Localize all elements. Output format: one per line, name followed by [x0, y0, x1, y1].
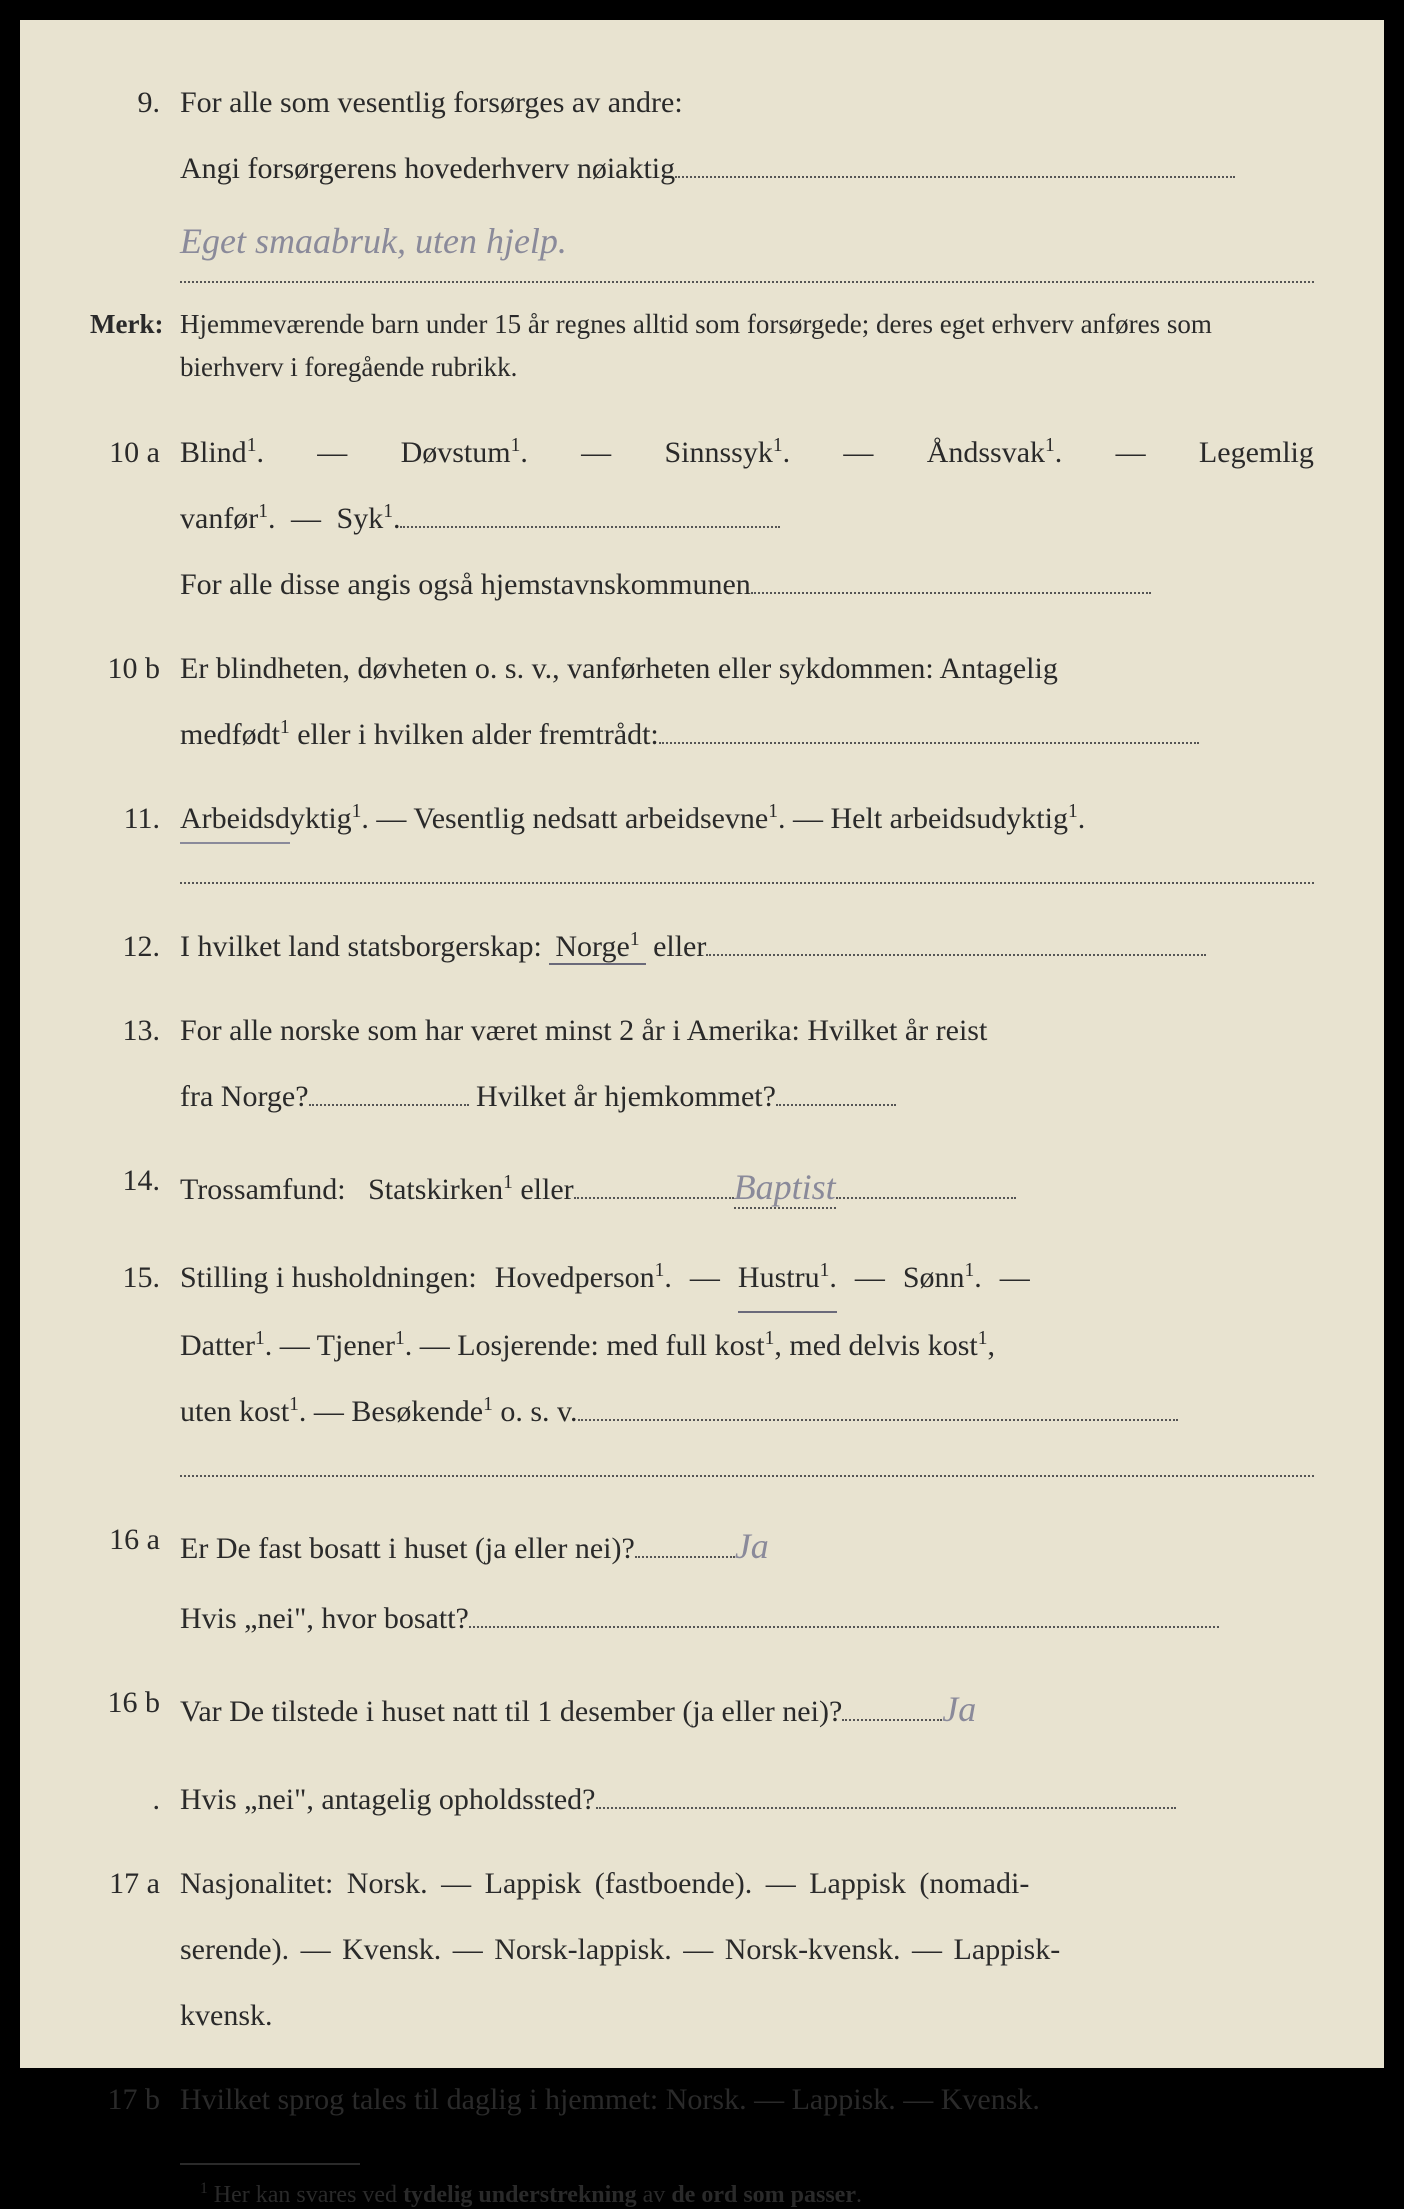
- q16a-line1: Er De fast bosatt i huset (ja eller nei)…: [180, 1507, 1314, 1586]
- question-11: 11. Arbeidsdyktig1. — Vesentlig nedsatt …: [90, 786, 1314, 852]
- q9-handwritten: Eget smaabruk, uten hjelp.: [180, 221, 567, 261]
- q9-line2: Angi forsørgerens hovederhverv nøiaktig: [180, 136, 1314, 202]
- q9-content: For alle som vesentlig forsørges av andr…: [180, 70, 1314, 283]
- q17a-line2: serende). — Kvensk. — Norsk-lappisk. — N…: [180, 1917, 1314, 1983]
- q14-handwritten: Baptist: [734, 1167, 836, 1209]
- q10b-line1: Er blindheten, døvheten o. s. v., vanfør…: [180, 636, 1314, 702]
- q17a-number: 17 a: [90, 1851, 180, 2049]
- question-14: 14. Trossamfund: Statskirken1 ellerBapti…: [90, 1148, 1314, 1227]
- q16a-number: 16 a: [90, 1507, 180, 1652]
- q15-line1: Stilling i husholdningen: Hovedperson1. …: [180, 1245, 1314, 1313]
- q13-content: For alle norske som har været minst 2 år…: [180, 998, 1314, 1130]
- q17a-line3: kvensk.: [180, 1983, 1314, 2049]
- merk-label: Merk:: [90, 303, 180, 389]
- q17b-number: 17 b: [90, 2067, 180, 2133]
- q10a-line2: vanfør1. — Syk1.: [180, 486, 1314, 552]
- footnote-text: Her kan svares ved tydelig understreknin…: [214, 2182, 862, 2208]
- q16a-sub: Hvis „nei", hvor bosatt?: [180, 1586, 1314, 1652]
- q17a-line1: Nasjonalitet: Norsk. — Lappisk (fastboen…: [180, 1851, 1314, 1917]
- divider-2: [180, 1475, 1314, 1477]
- q10b-number: 10 b: [90, 636, 180, 768]
- q10b-content: Er blindheten, døvheten o. s. v., vanfør…: [180, 636, 1314, 768]
- merk-note: Merk: Hjemmeværende barn under 15 år reg…: [90, 303, 1314, 389]
- q16b-content: Var De tilstede i huset natt til 1 desem…: [180, 1670, 1314, 1749]
- question-12: 12. I hvilket land statsborgerskap: Norg…: [90, 914, 1314, 980]
- q10a-number: 10 a: [90, 420, 180, 618]
- q10b-line2: medfødt1 eller i hvilken alder fremtrådt…: [180, 702, 1314, 768]
- q17a-content: Nasjonalitet: Norsk. — Lappisk (fastboen…: [180, 1851, 1314, 2049]
- footnote-rule: [180, 2163, 360, 2165]
- q10a-line1: Blind1. — Døvstum1. — Sinnssyk1. — Åndss…: [180, 420, 1314, 486]
- question-17a: 17 a Nasjonalitet: Norsk. — Lappisk (fas…: [90, 1851, 1314, 2049]
- q16b-number: 16 b: [90, 1670, 180, 1749]
- question-16b-sub: . Hvis „nei", antagelig opholdssted?: [90, 1767, 1314, 1833]
- question-15: 15. Stilling i husholdningen: Hovedperso…: [90, 1245, 1314, 1445]
- footnote-marker: 1: [200, 2180, 208, 2197]
- q10a-line3: For alle disse angis også hjemstavnskomm…: [180, 552, 1314, 618]
- q16b-handwritten: Ja: [942, 1689, 976, 1729]
- q16a-content: Er De fast bosatt i huset (ja eller nei)…: [180, 1507, 1314, 1652]
- census-form-page: 9. For alle som vesentlig forsørges av a…: [20, 20, 1384, 2068]
- question-9: 9. For alle som vesentlig forsørges av a…: [90, 70, 1314, 283]
- q16a-handwritten: Ja: [735, 1526, 769, 1566]
- q16b-sub-content: Hvis „nei", antagelig opholdssted?: [180, 1767, 1314, 1833]
- question-13: 13. For alle norske som har været minst …: [90, 998, 1314, 1130]
- q16b-sub-marker: .: [90, 1767, 180, 1833]
- q13-line2: fra Norge? Hvilket år hjemkommet?: [180, 1064, 1314, 1130]
- q9-blank: [675, 176, 1235, 178]
- q9-line1: For alle som vesentlig forsørges av andr…: [180, 70, 1314, 136]
- q15-number: 15.: [90, 1245, 180, 1445]
- q15-content: Stilling i husholdningen: Hovedperson1. …: [180, 1245, 1314, 1445]
- q11-underline: [180, 842, 290, 844]
- q13-line1: For alle norske som har været minst 2 år…: [180, 998, 1314, 1064]
- q14-content: Trossamfund: Statskirken1 ellerBaptist: [180, 1148, 1314, 1227]
- q10a-content: Blind1. — Døvstum1. — Sinnssyk1. — Åndss…: [180, 420, 1314, 618]
- q11-number: 11.: [90, 786, 180, 852]
- q9-handwriting-line: Eget smaabruk, uten hjelp.: [180, 202, 1314, 283]
- q15-line2: Datter1. — Tjener1. — Losjerende: med fu…: [180, 1313, 1314, 1379]
- q9-number: 9.: [90, 70, 180, 283]
- q13-number: 13.: [90, 998, 180, 1130]
- q11-content: Arbeidsdyktig1. — Vesentlig nedsatt arbe…: [180, 786, 1314, 852]
- question-10b: 10 b Er blindheten, døvheten o. s. v., v…: [90, 636, 1314, 768]
- divider-1: [180, 882, 1314, 884]
- footnote: 1 Her kan svares ved tydelig understrekn…: [200, 2180, 1314, 2209]
- question-17b: 17 b Hvilket sprog tales til daglig i hj…: [90, 2067, 1314, 2133]
- question-16b: 16 b Var De tilstede i huset natt til 1 …: [90, 1670, 1314, 1749]
- q12-number: 12.: [90, 914, 180, 980]
- q12-norge-underlined: Norge1: [549, 930, 645, 965]
- q17b-content: Hvilket sprog tales til daglig i hjemmet…: [180, 2067, 1314, 2133]
- q15-line3: uten kost1. — Besøkende1 o. s. v.: [180, 1379, 1314, 1445]
- question-10a: 10 a Blind1. — Døvstum1. — Sinnssyk1. — …: [90, 420, 1314, 618]
- q15-hustru-underlined: Hustru1.: [738, 1245, 837, 1313]
- merk-text: Hjemmeværende barn under 15 år regnes al…: [180, 303, 1314, 389]
- q14-number: 14.: [90, 1148, 180, 1227]
- question-16a: 16 a Er De fast bosatt i huset (ja eller…: [90, 1507, 1314, 1652]
- q12-content: I hvilket land statsborgerskap: Norge1 e…: [180, 914, 1314, 980]
